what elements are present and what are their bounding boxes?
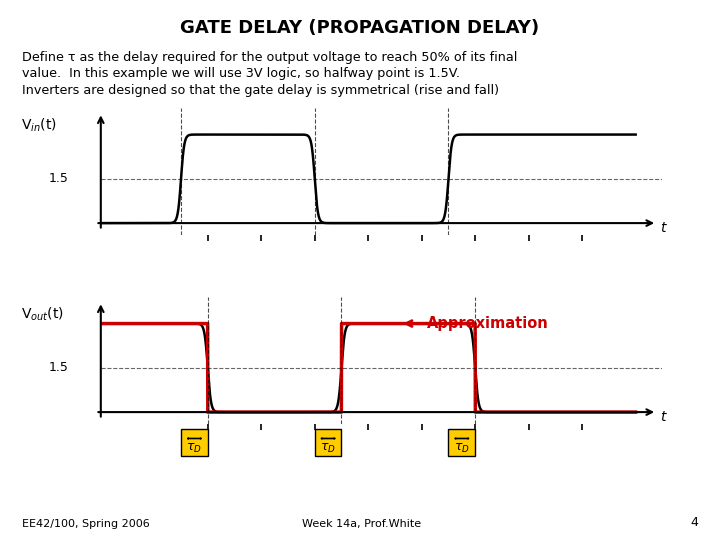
Text: Approximation: Approximation — [406, 316, 549, 331]
Text: t: t — [660, 221, 665, 235]
Text: Inverters are designed so that the gate delay is symmetrical (rise and fall): Inverters are designed so that the gate … — [22, 84, 498, 97]
Text: EE42/100, Spring 2006: EE42/100, Spring 2006 — [22, 519, 149, 529]
Text: value.  In this example we will use 3V logic, so halfway point is 1.5V.: value. In this example we will use 3V lo… — [22, 68, 459, 80]
Text: $\tau_D$: $\tau_D$ — [454, 442, 469, 455]
Text: V$_{in}$(t): V$_{in}$(t) — [21, 117, 56, 134]
Text: Week 14a, Prof.White: Week 14a, Prof.White — [302, 519, 421, 529]
Text: 4: 4 — [690, 516, 698, 529]
Text: Define τ as the delay required for the output voltage to reach 50% of its final: Define τ as the delay required for the o… — [22, 51, 517, 64]
Text: 1.5: 1.5 — [49, 172, 68, 185]
Text: $\tau_D$: $\tau_D$ — [186, 442, 202, 455]
Text: V$_{out}$(t): V$_{out}$(t) — [21, 306, 63, 323]
Text: $\tau_D$: $\tau_D$ — [320, 442, 336, 455]
Text: GATE DELAY (PROPAGATION DELAY): GATE DELAY (PROPAGATION DELAY) — [181, 19, 539, 37]
Text: t: t — [660, 410, 665, 424]
Text: 1.5: 1.5 — [49, 361, 68, 374]
